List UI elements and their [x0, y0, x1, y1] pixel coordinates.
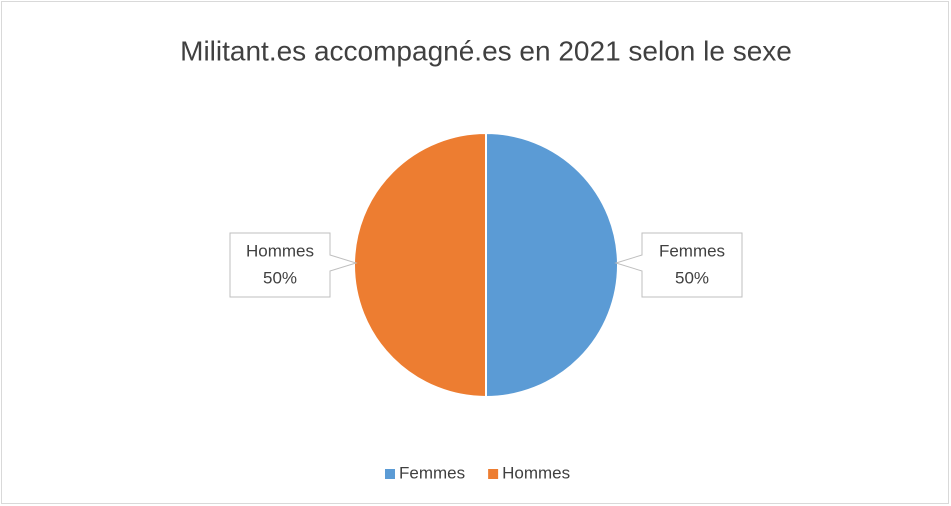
legend-label: Femmes: [399, 463, 465, 482]
data-label-box: [614, 232, 743, 298]
legend-swatch: [488, 469, 499, 479]
data-label-category: Femmes: [659, 241, 725, 260]
data-label-box: [229, 232, 358, 298]
chart-title: Militant.es accompagné.es en 2021 selon …: [180, 35, 792, 66]
pie-slice: [353, 131, 487, 399]
data-label-category: Hommes: [246, 241, 314, 260]
legend-swatch: [385, 469, 395, 479]
data-label-value: 50%: [675, 268, 709, 287]
pie-slice: [485, 131, 619, 399]
data-label-value: 50%: [263, 268, 297, 287]
legend-label: Hommes: [502, 463, 570, 482]
